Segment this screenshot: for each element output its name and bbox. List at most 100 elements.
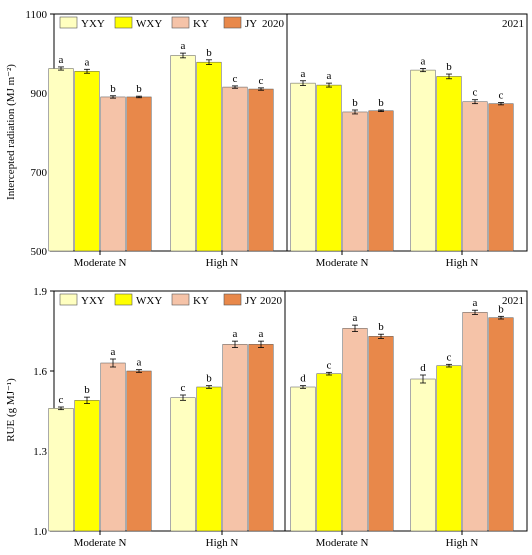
significance-letter: b [136,83,142,95]
bar [170,55,196,252]
x-tick-label: Moderate N [74,537,127,549]
significance-letter: c [327,359,332,371]
legend-swatch [223,293,242,306]
significance-letter: b [378,321,384,333]
legend-label: JY [245,18,257,30]
bar [74,400,100,532]
bar [196,386,222,532]
year-label: 2021 [502,295,524,307]
bar [436,365,462,532]
y-tick-label: 1.9 [33,286,47,298]
significance-letter: a [353,312,358,324]
bar [290,82,316,252]
x-tick-label: Moderate N [316,257,369,269]
legend-swatch [59,293,78,306]
significance-letter: c [181,382,186,394]
significance-letter: a [301,68,306,80]
bar [100,96,126,252]
significance-letter: a [421,56,426,68]
bar [126,370,152,532]
bar [170,397,196,532]
x-tick-label: Moderate N [74,257,127,269]
significance-letter: c [233,73,238,85]
bar [342,328,368,532]
legend-swatch [223,16,242,29]
legend-label: YXY [81,18,105,30]
legend-swatch [59,16,78,29]
bar [248,88,274,252]
bar [368,110,394,252]
legend-label: KY [193,295,209,307]
significance-letter: a [181,40,186,52]
significance-letter: c [473,87,478,99]
significance-letter: a [85,56,90,68]
bar [316,373,342,532]
bar [222,86,248,252]
significance-letter: d [300,373,306,385]
y-tick-label: 700 [31,167,48,179]
significance-letter: c [59,394,64,406]
legend-label: YXY [81,295,105,307]
bar [248,344,274,532]
year-label: 2020 [260,295,283,307]
bar [48,408,74,532]
significance-letter: b [84,384,90,396]
y-axis-label: Intercepted radiation (MJ m⁻²) [5,64,17,200]
bar [462,312,488,532]
legend-swatch [171,293,190,306]
bar [48,68,74,252]
significance-letter: a [327,70,332,82]
significance-letter: b [110,83,116,95]
bar [368,336,394,532]
x-tick-label: High N [446,537,479,549]
significance-letter: a [473,297,478,309]
significance-letter: a [59,54,64,66]
legend-swatch [114,293,133,306]
x-tick-label: High N [206,537,239,549]
significance-letter: a [259,328,264,340]
significance-letter: b [206,373,212,385]
y-tick-label: 1100 [25,9,47,21]
significance-letter: c [447,351,452,363]
significance-letter: b [206,47,212,59]
significance-letter: b [446,61,452,73]
bar [488,103,514,252]
significance-letter: a [137,357,142,369]
legend-label: WXY [136,295,162,307]
y-tick-label: 900 [31,88,48,100]
y-tick-label: 500 [31,246,48,258]
bar [290,386,316,532]
legend-swatch [171,16,190,29]
year-label: 2020 [262,18,285,30]
bar [462,101,488,252]
significance-letter: a [233,328,238,340]
y-tick-label: 1.6 [33,366,47,378]
bar [126,96,152,252]
significance-letter: d [420,362,426,374]
significance-letter: c [499,89,504,101]
bar [222,344,248,532]
significance-letter: b [498,303,504,315]
bar [74,71,100,252]
bar [196,61,222,252]
x-tick-label: High N [446,257,479,269]
year-label: 2021 [502,18,524,30]
legend-label: KY [193,18,209,30]
significance-letter: a [111,346,116,358]
y-axis-label: RUE (g MJ⁻¹) [5,378,17,442]
y-tick-label: 1.0 [33,526,47,538]
legend-swatch [114,16,133,29]
bar [436,76,462,252]
significance-letter: b [378,97,384,109]
y-tick-label: 1.3 [33,446,47,458]
bar [410,69,436,252]
bar [342,111,368,252]
significance-letter: c [259,75,264,87]
significance-letter: b [352,97,358,109]
legend-label: JY [245,295,257,307]
legend-label: WXY [136,18,162,30]
bar [100,362,126,532]
x-tick-label: High N [206,257,239,269]
bar [316,84,342,252]
